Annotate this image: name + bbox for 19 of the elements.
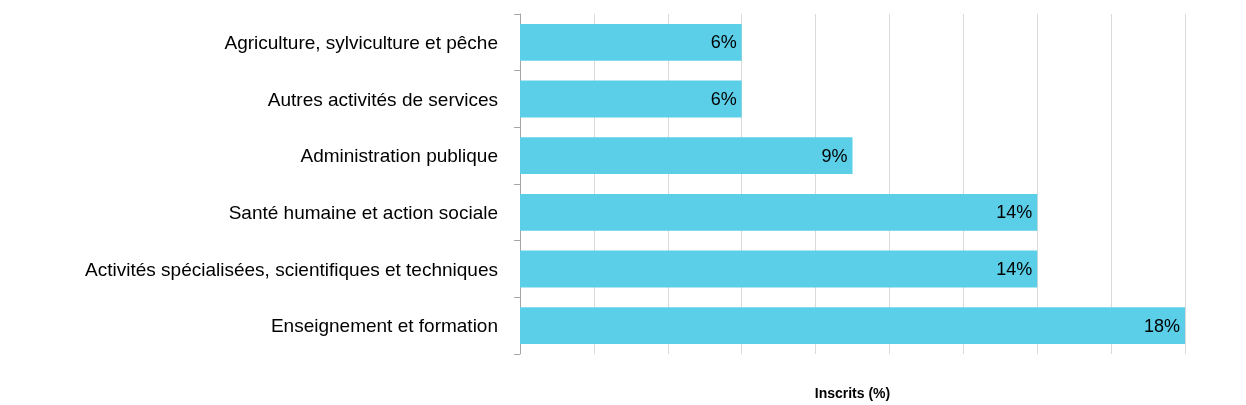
y-tick-label: Santé humaine et action sociale (228, 201, 498, 223)
bar (520, 80, 742, 118)
bar (520, 23, 742, 61)
data-label: 14% (996, 259, 1033, 279)
x-axis-title: Inscrits (%) (814, 385, 891, 401)
bar (520, 307, 1185, 345)
data-label: 14% (996, 202, 1033, 223)
y-tick-label: Activités spécialisées, scientifiques et techniques (85, 258, 498, 280)
y-tick-label: Enseignement et formation (270, 315, 498, 337)
data-label: 6% (710, 89, 737, 109)
data-label: 6% (710, 32, 737, 53)
y-tick-label: Agriculture, sylviculture et pêche (224, 31, 498, 53)
bar (520, 193, 1038, 231)
y-tick-label: Autres activités de services (267, 88, 498, 110)
bar (520, 137, 853, 175)
data-label: 9% (821, 145, 848, 166)
y-tick-label: Administration publique (300, 145, 498, 167)
bar (520, 250, 1038, 288)
data-label: 18% (1143, 315, 1180, 336)
